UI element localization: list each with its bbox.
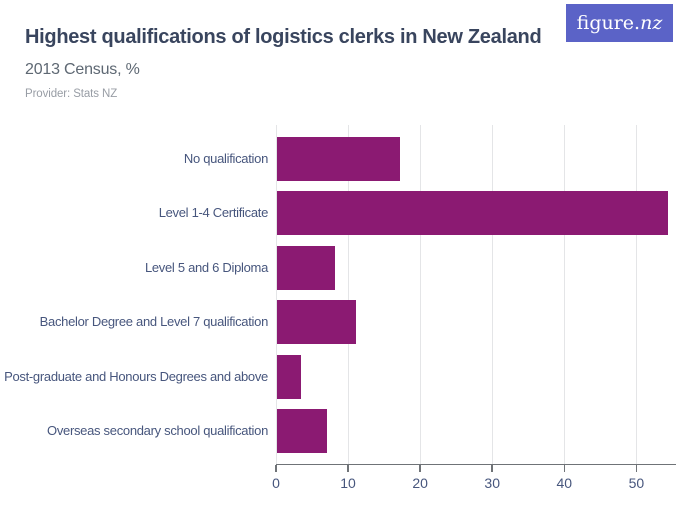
bar-0: [277, 137, 400, 181]
bar-3: [277, 300, 357, 345]
bar-2: [277, 245, 335, 290]
category-label: Bachelor Degree and Level 7 qualificatio…: [39, 314, 269, 330]
gridline: [491, 125, 493, 465]
page-title: Highest qualifications of logistics cler…: [25, 26, 542, 48]
x-tick-label: 30: [484, 474, 500, 491]
page-subtitle: 2013 Census, %: [25, 61, 140, 78]
gridline: [635, 125, 637, 465]
gridline: [563, 125, 565, 465]
axis-tick: [419, 464, 421, 472]
x-tick-label: 50: [628, 474, 645, 491]
axis-tick: [275, 464, 277, 472]
x-tick-label: 0: [272, 474, 280, 491]
gridline: [347, 125, 349, 465]
gridline: [275, 125, 277, 465]
x-tick-label: 10: [340, 474, 356, 491]
category-label: Level 1-4 Certificate: [158, 205, 269, 221]
x-tick-label: 20: [412, 474, 428, 491]
axis-tick: [347, 464, 349, 472]
gridline: [419, 125, 421, 465]
category-label: Overseas secondary school qualification: [47, 423, 268, 438]
category-label: Post-graduate and Honours Degrees and ab…: [4, 368, 268, 384]
bar-4: [277, 354, 301, 399]
axis-tick: [491, 464, 493, 472]
logo-text-regular: figure.: [576, 12, 641, 34]
category-label: No qualification: [183, 151, 268, 166]
axis-tick: [635, 464, 638, 472]
category-label: Level 5 and 6 Diploma: [144, 259, 268, 275]
figure-nz-logo[interactable]: figure. nz: [566, 4, 673, 42]
bar-5: [277, 409, 328, 453]
bar-1: [277, 191, 668, 236]
x-tick-label: 40: [556, 474, 573, 491]
x-axis-line: [276, 463, 676, 466]
logo-text-italic: nz: [640, 12, 663, 34]
provider-credit: Provider: Stats NZ: [25, 88, 118, 100]
axis-tick: [563, 464, 566, 472]
